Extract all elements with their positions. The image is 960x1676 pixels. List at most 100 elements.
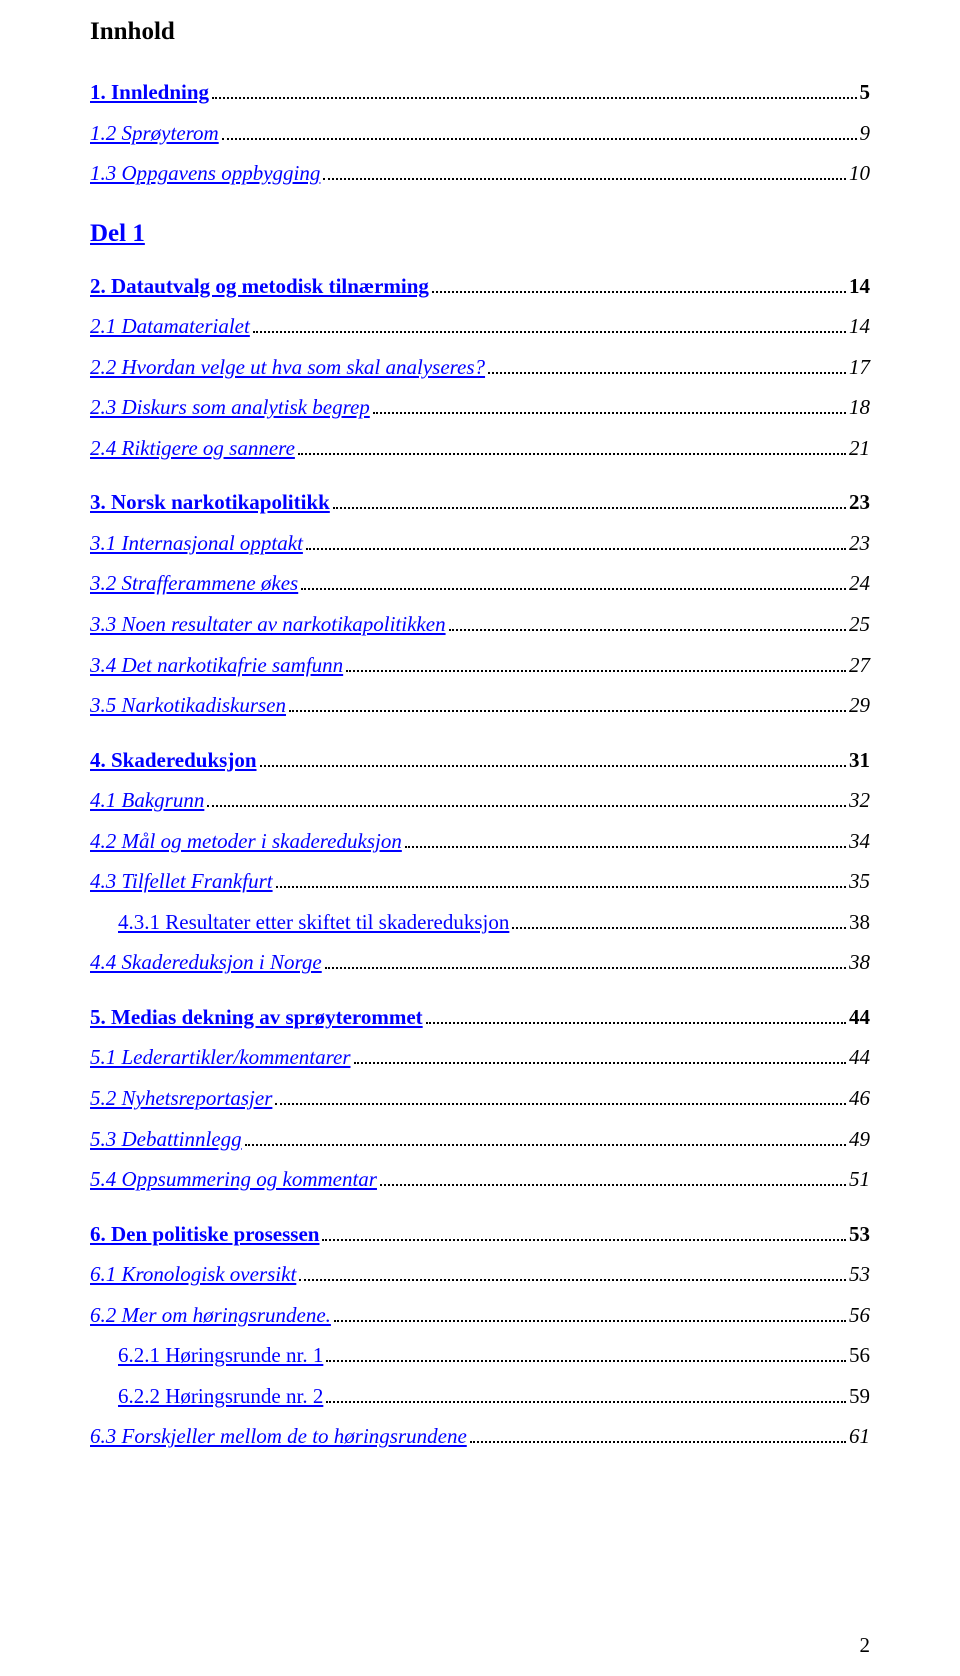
toc-leader-dots xyxy=(325,967,846,969)
toc-entry-page: 14 xyxy=(849,270,870,303)
part-heading[interactable]: Del 1 xyxy=(90,220,870,248)
toc-leader-dots xyxy=(405,846,846,848)
toc-entry-label[interactable]: 5. Medias dekning av sprøyterommet xyxy=(90,1001,423,1034)
page-number: 2 xyxy=(860,1633,871,1658)
toc-entry-label[interactable]: 5.4 Oppsummering og kommentar xyxy=(90,1163,377,1196)
toc-entry-label[interactable]: 5.3 Debattinnlegg xyxy=(90,1123,242,1156)
toc-row: 3.3 Noen resultater av narkotikapolitikk… xyxy=(90,608,870,641)
toc-entry-page: 51 xyxy=(849,1163,870,1196)
toc-entry-page: 9 xyxy=(860,117,871,150)
toc-entry-label[interactable]: 5.2 Nyhetsreportasjer xyxy=(90,1082,272,1115)
toc-entry-label[interactable]: 3. Norsk narkotikapolitikk xyxy=(90,486,330,519)
toc-leader-dots xyxy=(299,1279,846,1281)
toc-entry-page: 5 xyxy=(860,76,871,109)
toc-entry-page: 46 xyxy=(849,1082,870,1115)
toc-entry-label[interactable]: 4.2 Mål og metoder i skadereduksjon xyxy=(90,825,402,858)
toc-title: Innhold xyxy=(90,18,870,46)
toc-row: 3.4 Det narkotikafrie samfunn 27 xyxy=(90,649,870,682)
toc-entry-label[interactable]: 3.5 Narkotikadiskursen xyxy=(90,689,286,722)
toc-entry-page: 24 xyxy=(849,567,870,600)
toc-entry-label[interactable]: 2.3 Diskurs som analytisk begrep xyxy=(90,391,370,424)
toc-leader-dots xyxy=(212,97,856,99)
toc-leader-dots xyxy=(326,1401,846,1403)
toc-row: 6.3 Forskjeller mellom de to høringsrund… xyxy=(90,1420,870,1453)
toc-leader-dots xyxy=(326,1360,846,1362)
toc-entry-label[interactable]: 2.2 Hvordan velge ut hva som skal analys… xyxy=(90,351,485,384)
toc-entry-label[interactable]: 6.2.1 Høringsrunde nr. 1 xyxy=(118,1339,323,1372)
page: Innhold 1. Innledning 5 1.2 Sprøyterom 9 1.3… xyxy=(0,0,960,1676)
toc-entry-label[interactable]: 2.4 Riktigere og sannere xyxy=(90,432,295,465)
toc-row: 2.2 Hvordan velge ut hva som skal analys… xyxy=(90,351,870,384)
toc-row: 2.1 Datamaterialet14 xyxy=(90,310,870,343)
toc-entry-label[interactable]: 3.2 Strafferammene økes xyxy=(90,567,298,600)
toc-entry-label[interactable]: 1. Innledning xyxy=(90,76,209,109)
toc-entry-page: 25 xyxy=(849,608,870,641)
toc-entry-page: 18 xyxy=(849,391,870,424)
toc-row: 6.1 Kronologisk oversikt 53 xyxy=(90,1258,870,1291)
toc-entry-page: 56 xyxy=(849,1299,870,1332)
toc-entry-page: 34 xyxy=(849,825,870,858)
toc-row: 6.2.2 Høringsrunde nr. 2 59 xyxy=(90,1380,870,1413)
toc-row: 6. Den politiske prosessen 53 xyxy=(90,1218,870,1251)
toc-row: 6.2 Mer om høringsrundene. 56 xyxy=(90,1299,870,1332)
toc-leader-dots xyxy=(449,629,846,631)
toc-leader-dots xyxy=(334,1320,846,1322)
toc-leader-dots xyxy=(260,765,846,767)
toc-row: 4.2 Mål og metoder i skadereduksjon 34 xyxy=(90,825,870,858)
toc-leader-dots xyxy=(333,507,846,509)
toc-entry-page: 44 xyxy=(849,1041,870,1074)
toc-row: 3.1 Internasjonal opptakt23 xyxy=(90,527,870,560)
toc-entry-page: 61 xyxy=(849,1420,870,1453)
toc-entry-label[interactable]: 4. Skadereduksjon xyxy=(90,744,257,777)
toc-entry-page: 23 xyxy=(849,486,870,519)
toc-row: 4. Skadereduksjon 31 xyxy=(90,744,870,777)
toc-entry-label[interactable]: 6.2 Mer om høringsrundene. xyxy=(90,1299,331,1332)
toc-leader-dots xyxy=(289,710,846,712)
toc-entry-label[interactable]: 2. Datautvalg og metodisk tilnærming xyxy=(90,270,429,303)
toc-row: 4.4 Skadereduksjon i Norge 38 xyxy=(90,946,870,979)
toc-entry-page: 38 xyxy=(849,946,870,979)
toc-entry-label[interactable]: 1.2 Sprøyterom xyxy=(90,117,219,150)
toc-entry-page: 53 xyxy=(849,1218,870,1251)
toc-entry-label[interactable]: 6.1 Kronologisk oversikt xyxy=(90,1258,296,1291)
toc-leader-dots xyxy=(488,372,846,374)
toc-entry-page: 35 xyxy=(849,865,870,898)
toc-entry-label[interactable]: 3.1 Internasjonal opptakt xyxy=(90,527,303,560)
toc-leader-dots xyxy=(301,588,846,590)
toc-entry-label[interactable]: 4.1 Bakgrunn xyxy=(90,784,204,817)
toc-row: 5.1 Lederartikler/kommentarer 44 xyxy=(90,1041,870,1074)
toc-entry-page: 27 xyxy=(849,649,870,682)
toc-leader-dots xyxy=(323,178,846,180)
toc-entry-page: 49 xyxy=(849,1123,870,1156)
toc-entry-page: 10 xyxy=(849,157,870,190)
toc-entry-page: 29 xyxy=(849,689,870,722)
toc-row: 6.2.1 Høringsrunde nr. 1 56 xyxy=(90,1339,870,1372)
toc-entry-page: 53 xyxy=(849,1258,870,1291)
toc-leader-dots xyxy=(207,805,846,807)
toc-row: 4.3 Tilfellet Frankfurt 35 xyxy=(90,865,870,898)
toc-entry-label[interactable]: 6. Den politiske prosessen xyxy=(90,1218,319,1251)
toc-entry-label[interactable]: 3.3 Noen resultater av narkotikapolitikk… xyxy=(90,608,446,641)
toc-entry-label[interactable]: 4.4 Skadereduksjon i Norge xyxy=(90,946,322,979)
toc-leader-dots xyxy=(253,331,846,333)
toc-entry-label[interactable]: 4.3.1 Resultater etter skiftet til skade… xyxy=(118,906,509,939)
toc-entry-page: 44 xyxy=(849,1001,870,1034)
toc-leader-dots xyxy=(380,1184,846,1186)
toc-row: 1.3 Oppgavens oppbygging 10 xyxy=(90,157,870,190)
toc-entry-label[interactable]: 1.3 Oppgavens oppbygging xyxy=(90,157,320,190)
toc-entry-page: 56 xyxy=(849,1339,870,1372)
toc-entry-label[interactable]: 6.3 Forskjeller mellom de to høringsrund… xyxy=(90,1420,467,1453)
toc-entry-label[interactable]: 5.1 Lederartikler/kommentarer xyxy=(90,1041,351,1074)
toc-row: 4.3.1 Resultater etter skiftet til skade… xyxy=(90,906,870,939)
toc-entry-label[interactable]: 4.3 Tilfellet Frankfurt xyxy=(90,865,273,898)
toc-entry-page: 59 xyxy=(849,1380,870,1413)
toc-entry-page: 31 xyxy=(849,744,870,777)
toc-leader-dots xyxy=(275,1103,846,1105)
toc-leader-dots xyxy=(222,138,857,140)
toc-entry-label[interactable]: 2.1 Datamaterialet xyxy=(90,310,250,343)
toc-entry-label[interactable]: 3.4 Det narkotikafrie samfunn xyxy=(90,649,343,682)
toc-entry-label[interactable]: 6.2.2 Høringsrunde nr. 2 xyxy=(118,1380,323,1413)
toc-row: 1.2 Sprøyterom 9 xyxy=(90,117,870,150)
toc-row: 5.3 Debattinnlegg 49 xyxy=(90,1123,870,1156)
toc-leader-dots xyxy=(373,412,846,414)
